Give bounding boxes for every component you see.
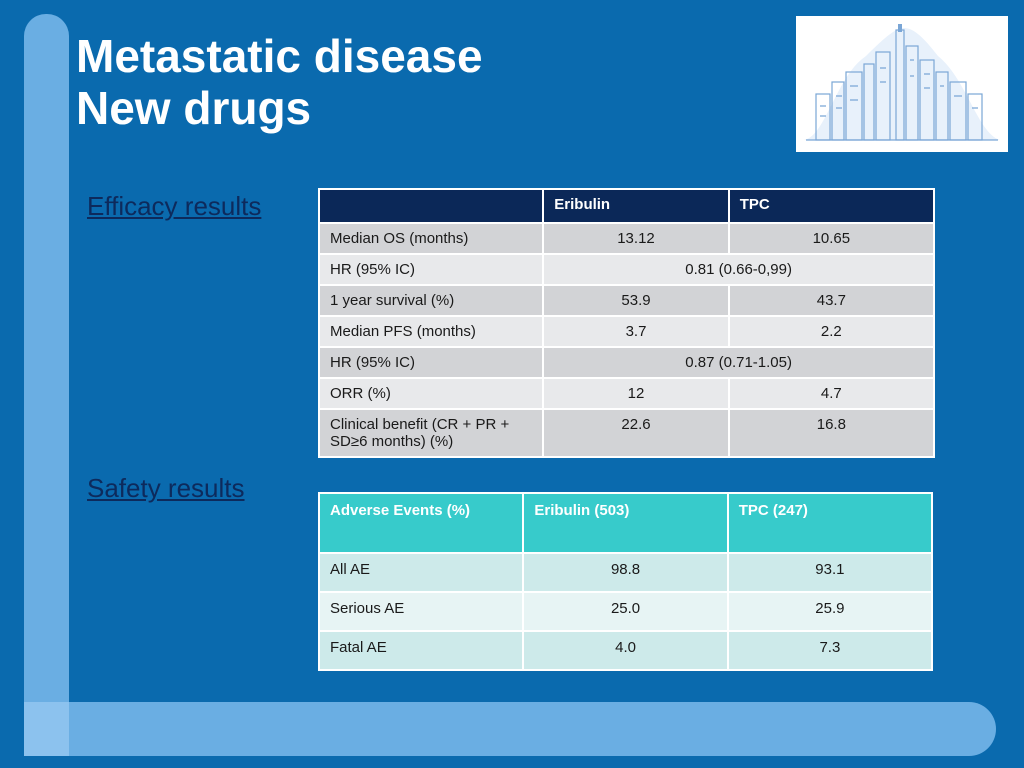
eribulin-value: 13.12 (542, 222, 730, 255)
table-row: All AE 98.8 93.1 (317, 552, 934, 593)
table-row: 1 year survival (%) 53.9 43.7 (317, 284, 936, 317)
eribulin-value: 12 (542, 377, 730, 410)
efficacy-results-link[interactable]: Efficacy results (87, 191, 262, 221)
combined-value: 0.87 (0.71-1.05) (542, 346, 935, 379)
safety-header-eribulin: Eribulin (503) (522, 492, 729, 554)
efficacy-header-tpc: TPC (727, 188, 936, 224)
slide-title: Metastatic disease New drugs (76, 30, 483, 134)
efficacy-header-eribulin: Eribulin (542, 188, 730, 224)
table-row: Serious AE 25.0 25.9 (317, 591, 934, 632)
tpc-value: 10.65 (727, 222, 936, 255)
eribulin-value: 53.9 (542, 284, 730, 317)
tpc-value: 7.3 (726, 630, 934, 671)
eribulin-value: 3.7 (542, 315, 730, 348)
safety-header-row: Adverse Events (%) Eribulin (503) TPC (2… (317, 492, 934, 554)
eribulin-value: 98.8 (522, 552, 729, 593)
efficacy-header-row: Eribulin TPC (317, 188, 936, 224)
table-row: ORR (%) 12 4.7 (317, 377, 936, 410)
tpc-value: 43.7 (727, 284, 936, 317)
table-row: Clinical benefit (CR + PR + SD≥6 months)… (317, 408, 936, 458)
title-line-1: Metastatic disease (76, 30, 483, 82)
safety-header-tpc: TPC (247) (726, 492, 934, 554)
title-line-2: New drugs (76, 82, 312, 134)
tpc-value: 16.8 (727, 408, 936, 458)
tpc-value: 2.2 (727, 315, 936, 348)
tpc-value: 93.1 (726, 552, 934, 593)
table-row: Median PFS (months) 3.7 2.2 (317, 315, 936, 348)
row-label: HR (95% IC) (317, 346, 545, 379)
eribulin-value: 25.0 (522, 591, 729, 632)
tpc-value: 4.7 (727, 377, 936, 410)
tpc-value: 25.9 (726, 591, 934, 632)
row-label: ORR (%) (317, 377, 545, 410)
row-label: HR (95% IC) (317, 253, 545, 286)
row-label: Serious AE (317, 591, 525, 632)
row-label: Median PFS (months) (317, 315, 545, 348)
eribulin-value: 22.6 (542, 408, 730, 458)
safety-table: Adverse Events (%) Eribulin (503) TPC (2… (317, 492, 934, 671)
city-skyline-logo (796, 16, 1008, 152)
table-row: HR (95% IC) 0.81 (0.66-0,99) (317, 253, 935, 286)
row-label: 1 year survival (%) (317, 284, 545, 317)
bottom-accent-bar (24, 702, 996, 756)
corner-accent (24, 702, 69, 756)
row-label: Fatal AE (317, 630, 525, 671)
table-row: Fatal AE 4.0 7.3 (317, 630, 934, 671)
left-accent-bar (24, 14, 69, 756)
safety-header-adverse-events: Adverse Events (%) (317, 492, 525, 554)
safety-results-link[interactable]: Safety results (87, 473, 245, 503)
eribulin-value: 4.0 (522, 630, 729, 671)
table-row: HR (95% IC) 0.87 (0.71-1.05) (317, 346, 935, 379)
efficacy-header-blank (317, 188, 545, 224)
row-label: Median OS (months) (317, 222, 545, 255)
row-label: All AE (317, 552, 525, 593)
table-row: Median OS (months) 13.12 10.65 (317, 222, 936, 255)
efficacy-table: Eribulin TPC Median OS (months) 13.12 10… (317, 188, 936, 458)
combined-value: 0.81 (0.66-0,99) (542, 253, 935, 286)
row-label: Clinical benefit (CR + PR + SD≥6 months)… (317, 408, 545, 458)
